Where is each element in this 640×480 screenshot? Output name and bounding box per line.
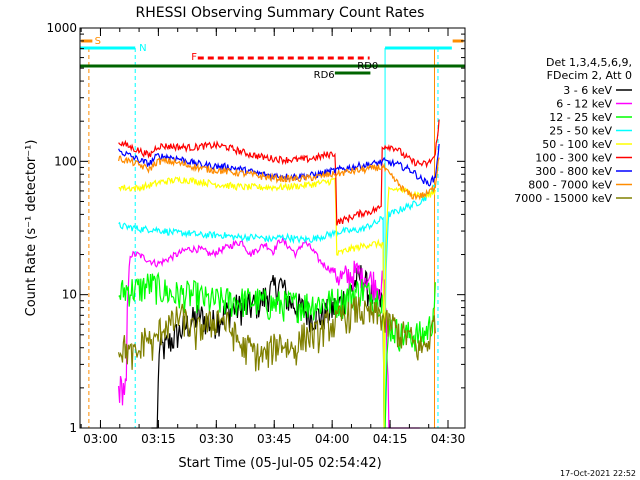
x-tick-label: 04:00 (315, 432, 350, 446)
x-tick-label: 03:15 (141, 432, 176, 446)
series-line-8 (118, 296, 436, 372)
series-line-5 (118, 119, 440, 226)
legend-header: Det 1,3,4,5,6,9, (546, 56, 632, 69)
legend-label: 800 - 7000 keV (528, 179, 612, 192)
y-axis-label: Count Rate (s⁻¹ detector⁻¹) (24, 140, 39, 317)
footer-timestamp: 17-Oct-2021 22:52 (560, 469, 636, 478)
legend-header: FDecim 2, Att 0 (547, 69, 632, 82)
legend-label: 3 - 6 keV (563, 84, 612, 97)
status-label-f: F (191, 52, 197, 63)
legend-label: 12 - 25 keV (549, 111, 612, 124)
y-tick-label: 1000 (46, 21, 77, 35)
legend-label: 25 - 50 keV (549, 125, 612, 138)
legend-label: 100 - 300 keV (535, 152, 612, 165)
x-tick-label: 04:15 (373, 432, 408, 446)
y-tick-label: 10 (62, 288, 77, 302)
x-tick-label: 03:00 (83, 432, 118, 446)
plot-area: S N F RD0 RD6 (80, 36, 465, 429)
legend-label: 7000 - 15000 keV (514, 192, 612, 205)
status-label-s: S (95, 36, 101, 47)
series-line-2 (118, 271, 436, 429)
legend-label: 50 - 100 keV (542, 138, 612, 151)
status-label-rd0: RD0 (357, 61, 378, 72)
axes: 1 10 100 1000 03:00 03:15 03:30 03:45 04:00 04:15… (46, 21, 465, 446)
series-line-7 (118, 155, 440, 201)
series-line-3 (118, 184, 436, 429)
x-tick-label: 04:30 (431, 432, 466, 446)
status-label-rd6: RD6 (314, 70, 335, 81)
plot-frame (79, 27, 466, 429)
status-label-n: N (139, 43, 146, 54)
legend-label: 6 - 12 keV (556, 98, 612, 111)
x-tick-label: 03:45 (257, 432, 292, 446)
x-axis-label: Start Time (05-Jul-05 02:54:42) (178, 456, 381, 471)
series-line-1 (118, 236, 420, 429)
y-tick-label: 1 (69, 421, 77, 435)
y-tick-label: 100 (54, 154, 77, 168)
legend-label: 300 - 800 keV (535, 165, 612, 178)
legend: Det 1,3,4,5,6,9,FDecim 2, Att 0 3 - 6 keV… (514, 56, 632, 205)
series-line-4 (118, 175, 436, 429)
x-tick-label: 03:30 (199, 432, 234, 446)
plot-border (79, 27, 466, 429)
chart-title: RHESSI Observing Summary Count Rates (136, 5, 425, 21)
